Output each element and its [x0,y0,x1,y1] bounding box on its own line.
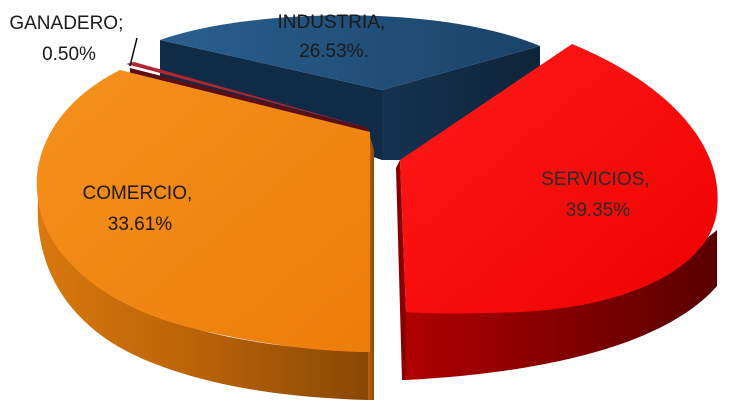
slice-ganadero-top [126,62,368,128]
slice-comercio [36,70,374,400]
label-servicios-name: SERVICIOS, [541,169,649,190]
label-industria: INDUSTRIA, 26.53%. [278,12,391,62]
slice-comercio-top [36,70,370,352]
label-ganadero-value: 0.50% [42,44,96,65]
label-ganadero-name: GANADERO; [9,13,123,34]
slice-servicios-top [400,44,718,314]
slice-industria-side [382,46,540,160]
label-industria-value: 26.53%. [299,41,369,62]
label-ganadero: GANADERO; 0.50% [9,13,128,65]
label-servicios: SERVICIOS, 39.35% [541,169,655,221]
slice-industria-top [160,15,540,91]
slice-servicios [396,44,718,380]
slice-servicios-cut [396,160,406,380]
slice-comercio-side [37,160,369,400]
label-comercio: COMERCIO, 33.61% [82,183,197,235]
label-industria-name: INDUSTRIA, [278,12,386,33]
label-comercio-name: COMERCIO, [82,183,192,204]
label-comercio-value: 33.61% [108,214,173,235]
label-servicios-value: 39.35% [566,200,631,221]
ganadero-leader-line [129,37,138,67]
